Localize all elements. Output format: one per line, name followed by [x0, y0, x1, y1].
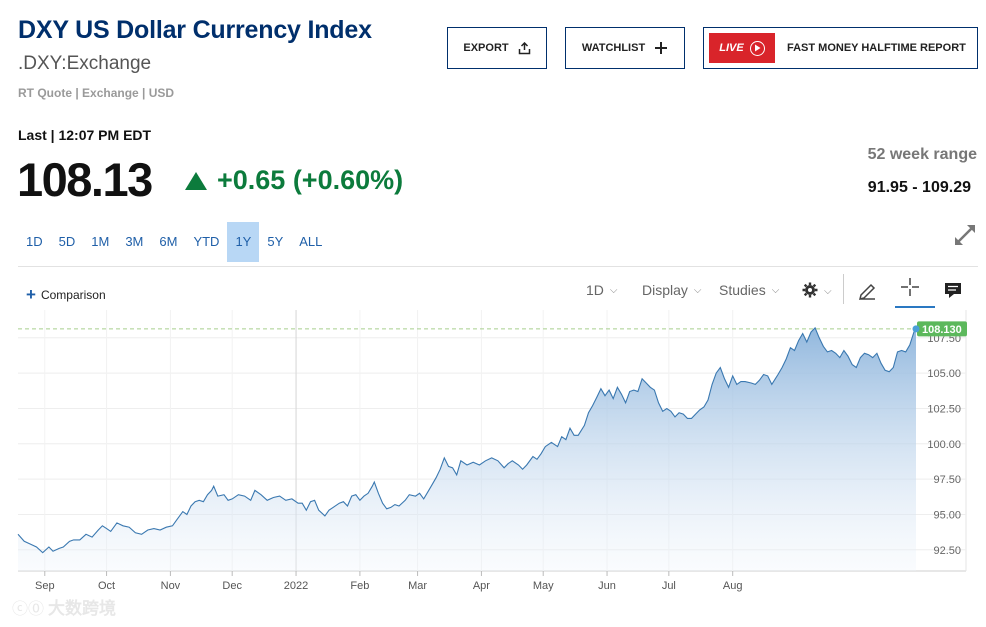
last-value-tag: 108.130 [912, 321, 967, 337]
comparison-label: Comparison [40, 288, 106, 302]
range-tab-ytd[interactable]: YTD [193, 234, 220, 249]
time-range-tabs: 1D 5D 1M 3M 6M YTD 1Y 5Y ALL [18, 222, 330, 262]
crosshair-active-indicator [895, 306, 935, 308]
crosshair-icon[interactable] [901, 278, 919, 296]
watchlist-label: WATCHLIST [581, 42, 646, 54]
y-tick-label: 97.50 [933, 474, 961, 486]
y-tick-label: 105.00 [927, 368, 961, 380]
week52-range-value: 91.95 - 109.29 [867, 179, 971, 196]
up-arrow-icon [185, 172, 207, 190]
chevron-down-icon: ⌵ [824, 286, 832, 297]
fast-money-live-button[interactable]: LIVE FAST MONEY HALFTIME REPORT [703, 27, 978, 69]
x-tick-label: 2022 [284, 580, 308, 592]
x-tick-label: Jul [662, 580, 676, 592]
x-tick-label: May [533, 580, 554, 592]
y-tick-label: 95.00 [933, 509, 961, 521]
plus-icon: + [26, 285, 36, 304]
expand-icon[interactable] [952, 222, 978, 253]
play-icon [749, 40, 765, 56]
symbol-label: .DXY:Exchange [18, 53, 152, 74]
chevron-down-icon: ⌵ [693, 284, 702, 296]
x-tick-label: Oct [98, 580, 115, 592]
last-trade-time: Last | 12:07 PM EDT [18, 127, 152, 143]
page-title: DXY US Dollar Currency Index [18, 16, 372, 44]
range-tab-1y[interactable]: 1Y [227, 222, 260, 262]
export-button[interactable]: EXPORT [447, 27, 547, 69]
y-tick-label: 92.50 [933, 545, 961, 557]
chevron-down-icon: ⌵ [771, 284, 780, 296]
x-tick-label: Dec [222, 580, 242, 592]
watchlist-button[interactable]: WATCHLIST [565, 27, 685, 69]
section-divider [18, 266, 978, 267]
range-tab-all[interactable]: ALL [299, 234, 323, 249]
x-tick-label: Feb [350, 580, 369, 592]
x-tick-label: Jun [598, 580, 616, 592]
x-tick-label: Aug [723, 580, 743, 592]
price-area-fill [18, 327, 916, 571]
live-badge-label: LIVE [719, 42, 744, 54]
svg-text:ⓒ⓪: ⓒ⓪ [12, 599, 44, 618]
range-tab-1m[interactable]: 1M [91, 234, 110, 249]
x-tick-label: Nov [161, 580, 181, 592]
toolbar-separator [843, 274, 844, 304]
export-label: EXPORT [463, 42, 509, 54]
range-tab-1d[interactable]: 1D [26, 234, 43, 249]
live-badge: LIVE [709, 33, 775, 63]
range-tab-5y[interactable]: 5Y [267, 234, 284, 249]
chevron-down-icon: ⌵ [609, 284, 618, 296]
last-value-label: 108.130 [922, 324, 962, 336]
range-tab-6m[interactable]: 6M [159, 234, 178, 249]
watermark: ⓒ⓪ 大数跨境 [12, 598, 116, 619]
y-tick-label: 100.00 [927, 439, 961, 451]
watermark-text: 大数跨境 [48, 598, 116, 619]
x-tick-label: Mar [408, 580, 427, 592]
x-tick-label: Apr [473, 580, 490, 592]
price-chart[interactable]: 92.5095.0097.50100.00102.50105.00107.50 … [0, 310, 986, 627]
range-tab-3m[interactable]: 3M [125, 234, 144, 249]
pencil-icon[interactable] [857, 282, 877, 302]
studies-dropdown[interactable]: Studies ⌵ [719, 282, 779, 298]
export-icon [518, 41, 531, 55]
interval-dropdown[interactable]: 1D ⌵ [586, 282, 618, 298]
quote-meta: RT Quote | Exchange | USD [18, 86, 175, 100]
comment-icon[interactable] [944, 282, 962, 299]
x-tick-label: Sep [35, 580, 55, 592]
studies-label: Studies [719, 282, 766, 298]
comparison-button[interactable]: + Comparison [26, 285, 106, 305]
price-change: +0.65 (+0.60%) [217, 165, 404, 195]
settings-gear-icon [802, 282, 818, 301]
display-dropdown[interactable]: Display ⌵ [642, 282, 702, 298]
price-line [17, 326, 917, 554]
settings-dropdown[interactable]: ⌵ [802, 282, 832, 301]
display-label: Display [642, 282, 688, 298]
y-tick-label: 102.50 [927, 403, 961, 415]
fast-money-label: FAST MONEY HALFTIME REPORT [787, 42, 966, 54]
last-price: 108.13 [17, 153, 153, 206]
interval-label: 1D [586, 282, 604, 298]
week52-range-label: 52 week range [867, 146, 977, 163]
range-tab-5d[interactable]: 5D [58, 234, 76, 249]
plus-icon [654, 41, 668, 55]
